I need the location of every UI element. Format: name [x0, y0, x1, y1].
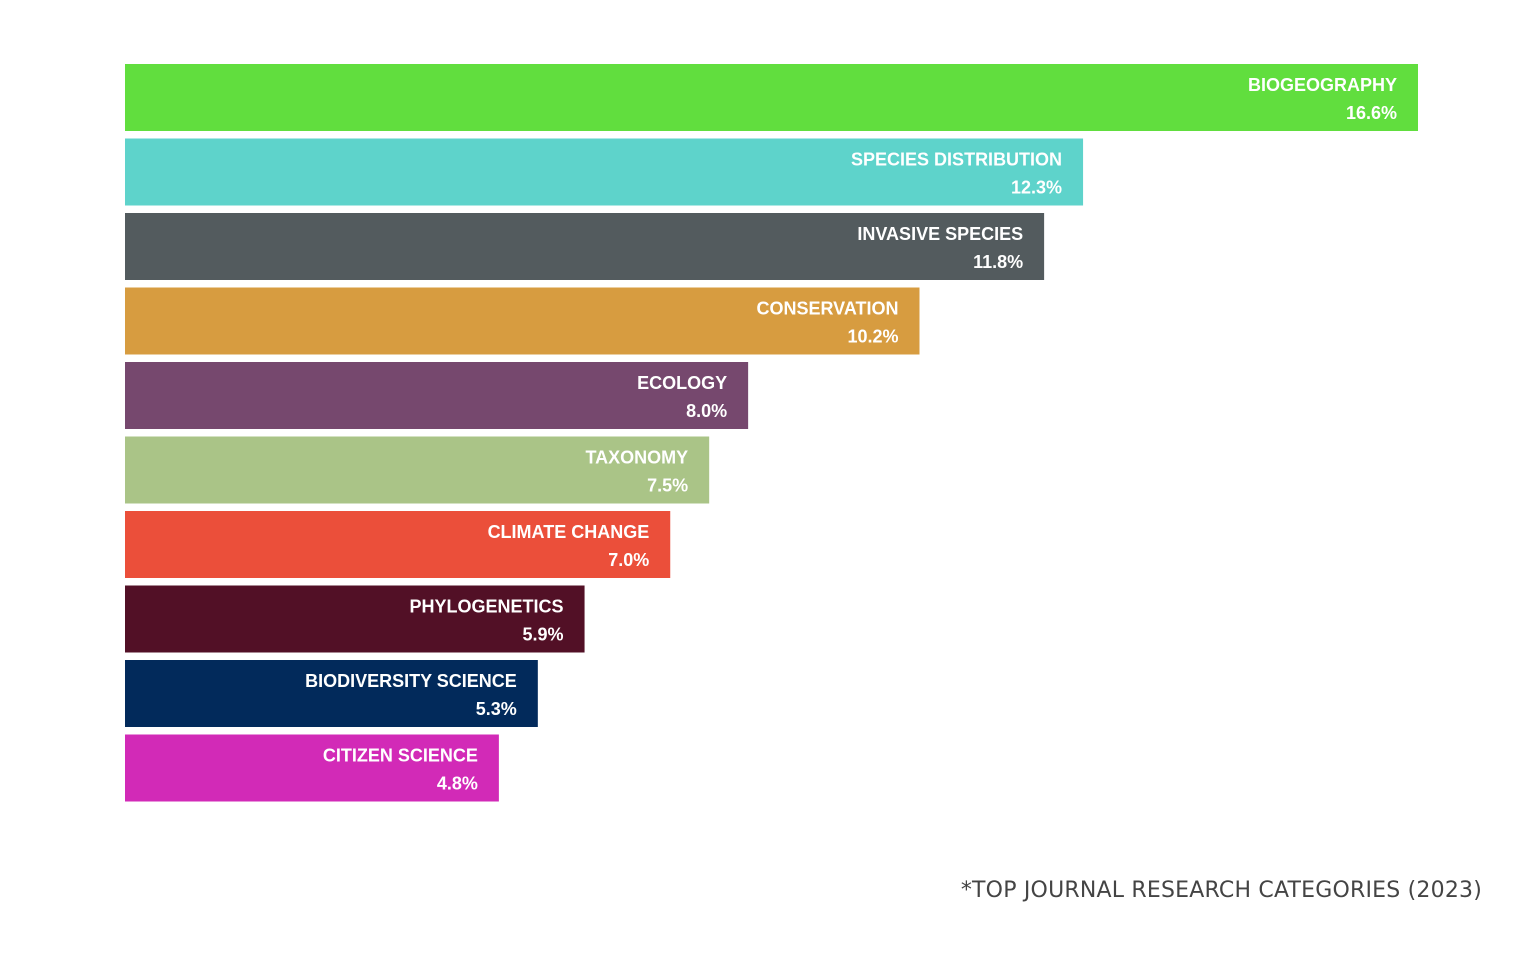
bar-species-distribution [125, 138, 1084, 206]
bar-invasive-species [125, 213, 1045, 280]
bar-value-label: 8.0% [686, 401, 727, 421]
bar-value-label: 4.8% [437, 774, 478, 794]
bar-value-label: 7.0% [608, 550, 649, 570]
bar-category-label: TAXONOMY [586, 448, 689, 468]
bar-phylogenetics [125, 585, 585, 653]
bar-category-label: CLIMATE CHANGE [488, 522, 650, 542]
bar-taxonomy [125, 436, 710, 504]
bar-value-label: 11.8% [973, 252, 1023, 272]
bar-category-label: BIODIVERSITY SCIENCE [305, 671, 517, 691]
bar-value-label: 10.2% [847, 327, 898, 347]
bar-biodiversity-science [125, 660, 538, 727]
bar-category-label: BIOGEOGRAPHY [1248, 75, 1397, 95]
bar-value-label: 16.6% [1346, 103, 1397, 123]
bar-conservation [125, 287, 920, 355]
bars-group: BIOGEOGRAPHY 16.6% SPECIES DISTRIBUTION 12.… [125, 64, 1418, 802]
bar-citizen-science [125, 734, 499, 802]
bar-climate-change [125, 511, 671, 578]
bar-category-label: CONSERVATION [756, 299, 898, 319]
bar-category-label: ECOLOGY [637, 373, 727, 393]
bar-category-label: PHYLOGENETICS [410, 597, 564, 617]
bar-ecology [125, 362, 749, 429]
bar-category-label: CITIZEN SCIENCE [323, 746, 478, 766]
bar-biogeography [125, 64, 1418, 131]
bar-value-label: 5.9% [523, 625, 564, 645]
bar-value-label: 12.3% [1011, 178, 1062, 198]
bar-category-label: INVASIVE SPECIES [857, 224, 1023, 244]
bar-value-label: 5.3% [476, 699, 517, 719]
bar-category-label: SPECIES DISTRIBUTION [851, 150, 1062, 170]
bar-value-label: 7.5% [647, 476, 688, 496]
chart-footnote: *TOP JOURNAL RESEARCH CATEGORIES (2023) [960, 878, 1482, 903]
